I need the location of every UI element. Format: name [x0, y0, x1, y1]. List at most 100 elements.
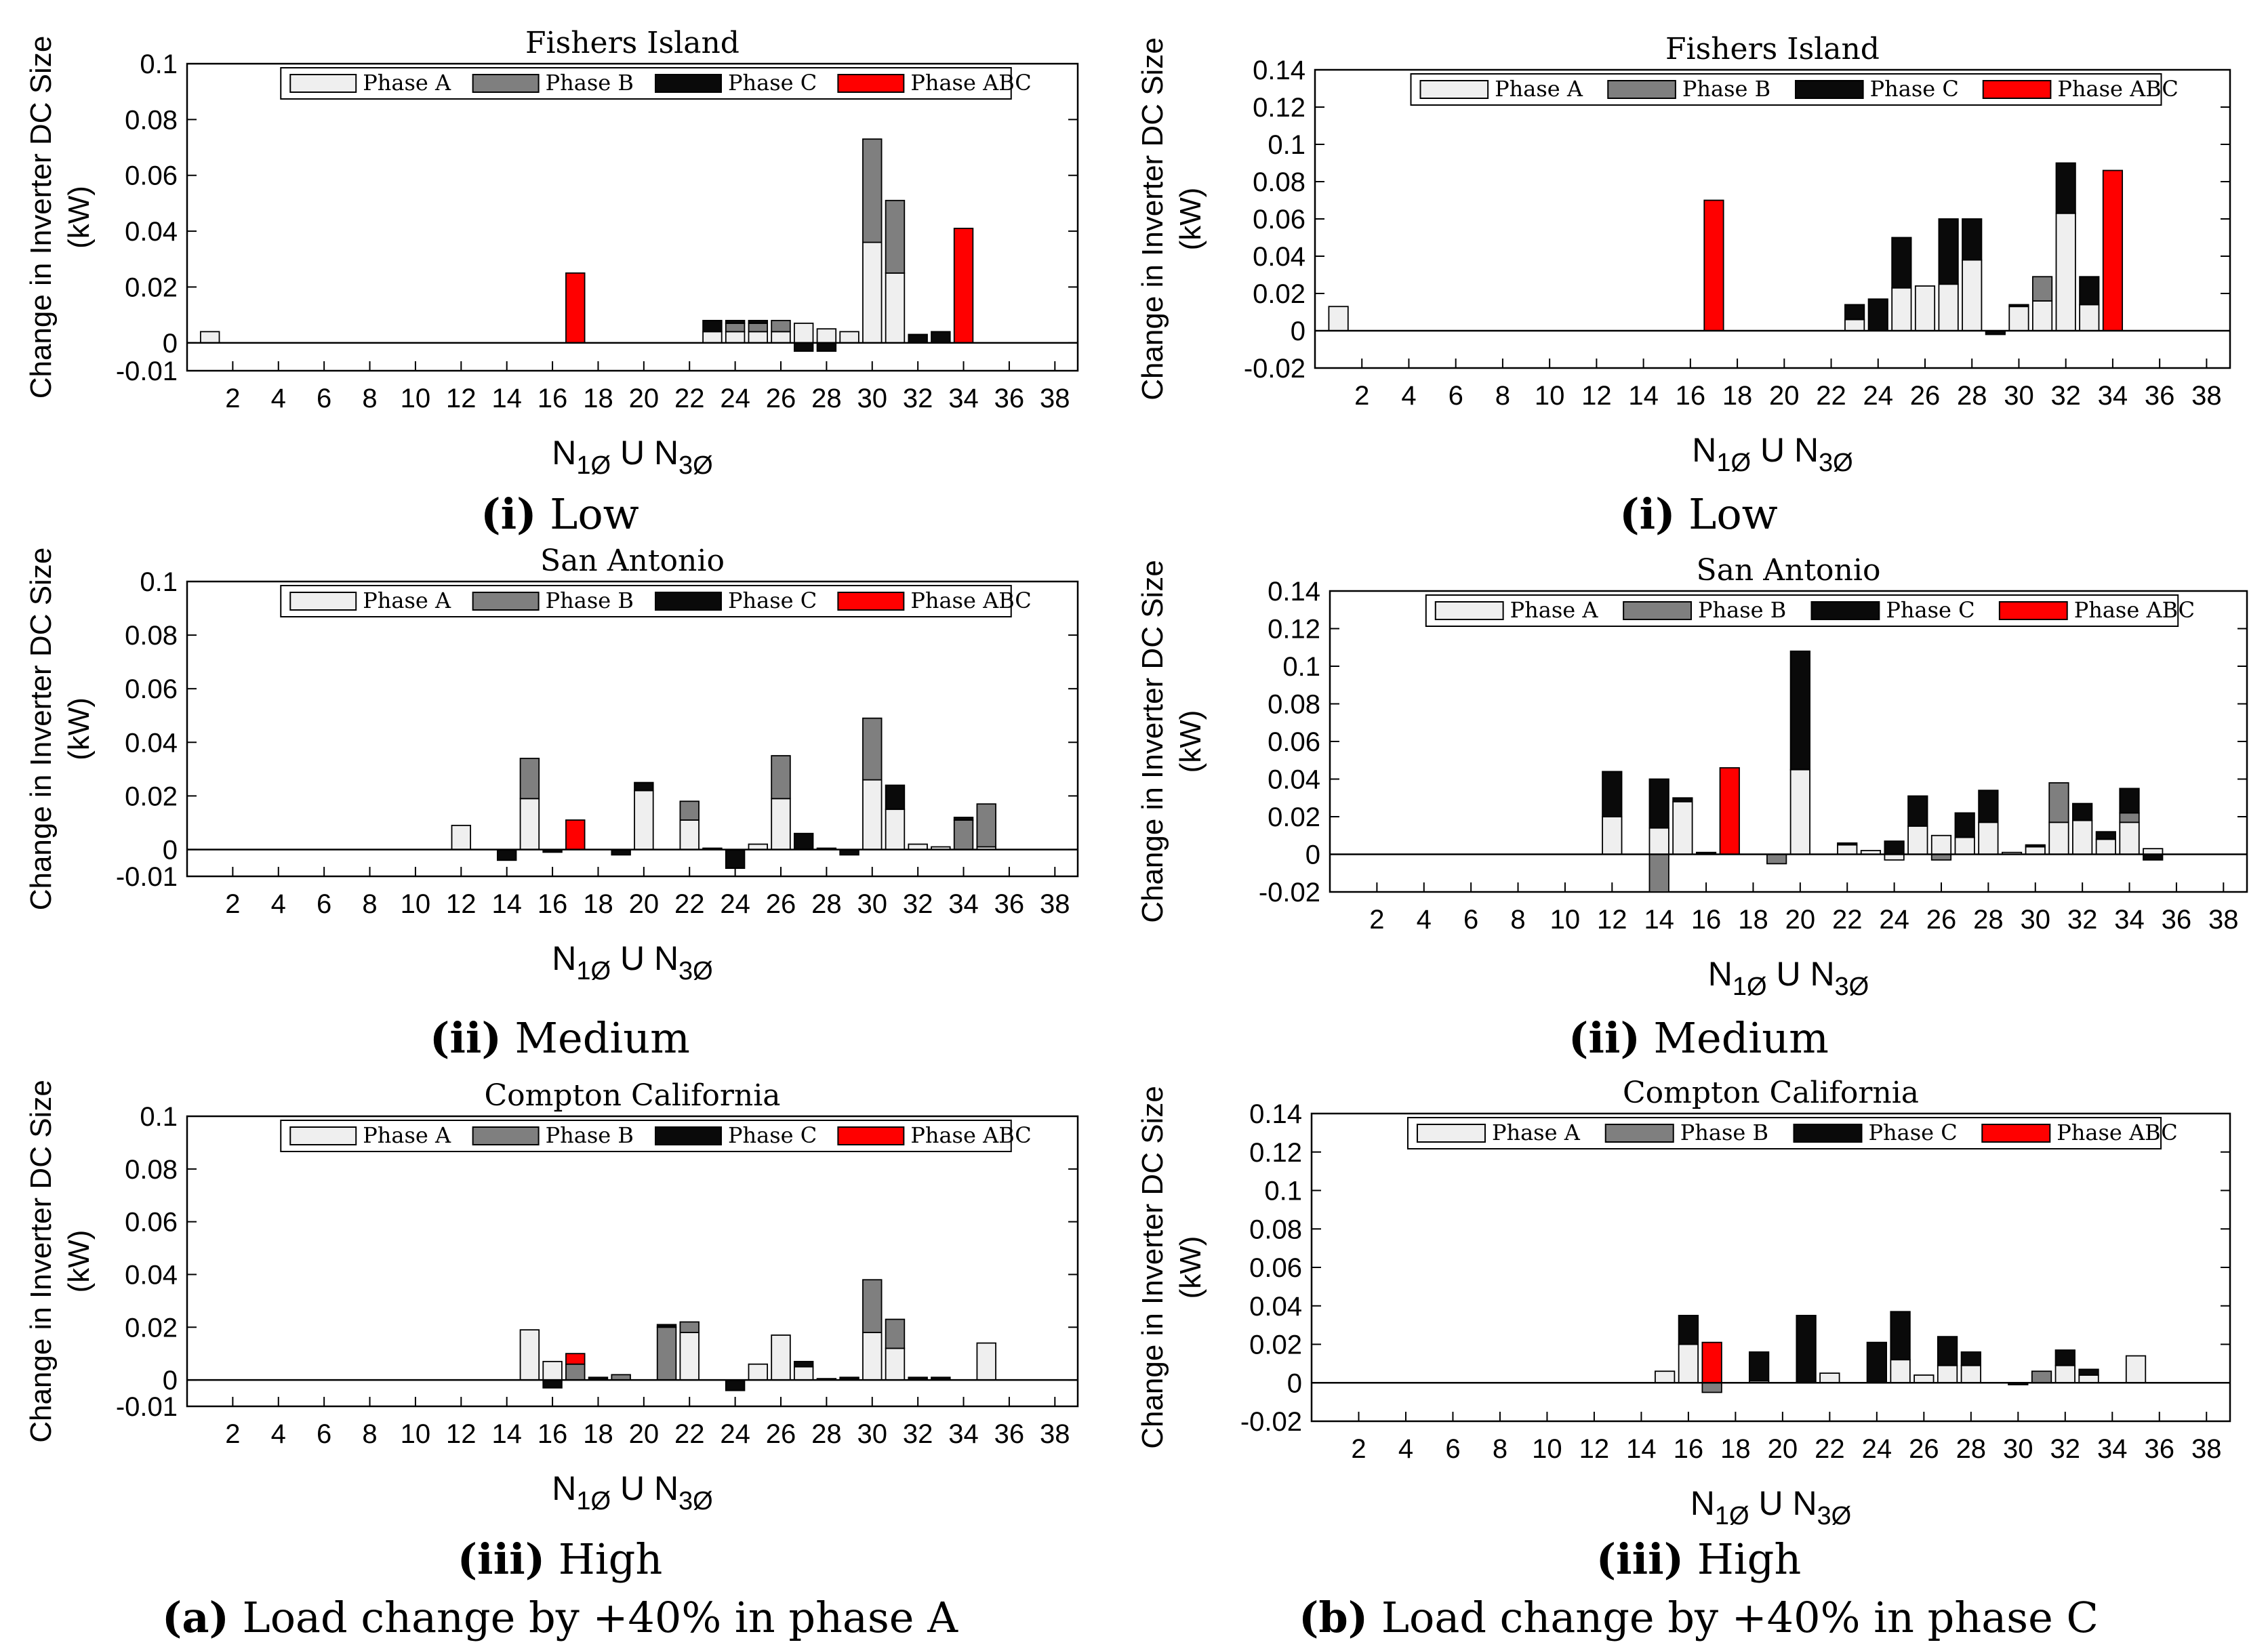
- x-tick-label: 16: [1674, 1434, 1704, 1464]
- bar-n17-phase-abc: [1719, 767, 1740, 855]
- x-tick-label: 18: [1722, 381, 1753, 411]
- x-tick-label: 24: [720, 384, 750, 413]
- x-tick-label: 2: [225, 384, 240, 413]
- y-tick-label: 0.02: [1249, 1330, 1302, 1360]
- bar-n27-phase-c: [1954, 812, 1975, 838]
- bar-n31-phase-b: [2031, 1370, 2052, 1384]
- subcaption-a-high-text: High: [545, 1534, 662, 1584]
- x-tick-label: 28: [811, 384, 842, 413]
- legend-swatch-3: [1998, 601, 2068, 620]
- x-tick-label: 38: [1040, 889, 1070, 919]
- bar-n32-phase-a: [2055, 212, 2076, 331]
- y-tick-label: 0.04: [1249, 1292, 1302, 1322]
- bar-n12-phase-c: [1602, 771, 1623, 817]
- bar-n22-phase-b: [679, 1321, 700, 1333]
- legend-swatch-0: [289, 592, 357, 611]
- bar-n31-phase-a: [2048, 821, 2069, 855]
- x-tick-label: 34: [2114, 905, 2145, 935]
- x-tick-label: 36: [2145, 381, 2175, 411]
- x-tick-label: 32: [2050, 1434, 2081, 1464]
- x-tick-label: 18: [1738, 905, 1768, 935]
- x-tick-label: 36: [2145, 1434, 2175, 1464]
- subcaption-b-medium: (ii) Medium: [1568, 1013, 1829, 1063]
- bar-n20-phase-a: [1789, 769, 1810, 855]
- x-tick-label: 6: [317, 384, 331, 413]
- x-axis-label-part: 3Ø: [1819, 449, 1853, 477]
- subcaption-b-low: (i) Low: [1619, 489, 1778, 539]
- y-tick-label: 0.08: [125, 621, 178, 651]
- bar-n27-phase-c: [793, 832, 814, 851]
- x-tick-label: 4: [1417, 905, 1432, 935]
- subcaption-a-medium-num: (ii): [430, 1013, 502, 1063]
- bar-n34-phase-c: [953, 817, 974, 821]
- bar-n29-phase-a: [839, 331, 859, 344]
- x-tick-label: 8: [1493, 1434, 1507, 1464]
- x-tick-label: 32: [903, 1419, 933, 1449]
- x-tick-label: 20: [629, 384, 660, 413]
- legend-swatch-1: [472, 74, 540, 93]
- x-tick-label: 10: [1535, 381, 1565, 411]
- subcaption-b-low-text: Low: [1675, 489, 1777, 539]
- caption-a-label: (a): [162, 1593, 229, 1642]
- bar-n30-phase-b: [862, 717, 883, 781]
- bar-n28-phase-a: [1978, 821, 1999, 855]
- x-tick-label: 34: [2097, 1434, 2128, 1464]
- x-axis-label-part: N: [1692, 431, 1716, 469]
- bar-n16-phase-a: [1678, 1343, 1699, 1384]
- bar-n25-phase-a: [748, 331, 769, 344]
- x-axis-label-part: 1Ø: [1715, 1502, 1749, 1530]
- bar-n24-phase-b: [725, 323, 746, 333]
- bar-n24-phase-a: [725, 331, 746, 344]
- y-tick-label: 0.08: [125, 1155, 178, 1185]
- y-tick-label: 0: [1305, 840, 1320, 870]
- bar-n31-phase-b: [885, 1318, 906, 1349]
- bar-n26-phase-a: [1914, 285, 1936, 331]
- x-tick-label: 34: [948, 889, 979, 919]
- bar-n34-phase-abc: [2102, 169, 2124, 331]
- y-axis-label-line2: (kW): [62, 186, 96, 249]
- x-tick-label: 6: [317, 1419, 331, 1449]
- x-axis-label-part: 3Ø: [679, 451, 713, 480]
- legend-label-1: Phase B: [1680, 1120, 1768, 1145]
- bar-n31-phase-b: [2031, 276, 2053, 302]
- y-tick-label: 0.04: [125, 1260, 178, 1290]
- bar-n31-phase-a: [885, 1347, 906, 1381]
- legend-swatch-2: [655, 74, 722, 93]
- bar-n24-phase-c: [725, 849, 746, 870]
- y-tick-label: 0: [163, 835, 178, 865]
- y-axis-label-line2: (kW): [1174, 188, 1207, 251]
- bar-n32-phase-a: [2072, 819, 2093, 855]
- y-tick-label: 0: [163, 329, 178, 359]
- y-tick-label: 0: [163, 1366, 178, 1395]
- x-tick-label: 6: [1449, 381, 1463, 411]
- legend-swatch-3: [837, 74, 905, 93]
- bar-n17-phase-abc: [565, 1353, 586, 1365]
- y-axis-label-line1: Change in Inverter DC Size: [24, 36, 58, 399]
- x-tick-label: 26: [1910, 381, 1941, 411]
- y-axis-label-line2: (kW): [1174, 710, 1207, 773]
- legend-swatch-3: [837, 592, 905, 611]
- bar-n30-phase-a: [2025, 846, 2046, 855]
- y-tick-label: 0.1: [1282, 652, 1320, 682]
- y-axis-label: Change in Inverter DC Size (kW): [24, 36, 96, 399]
- legend: Phase A Phase B Phase C Phase ABC: [280, 1120, 1032, 1152]
- legend-label-2: Phase C: [1868, 1120, 1957, 1145]
- y-axis-label-line1: Change in Inverter DC Size: [24, 548, 58, 911]
- bar-n31-phase-a: [2031, 300, 2053, 331]
- x-axis-label-part: N: [552, 1469, 576, 1507]
- x-tick-label: 20: [1769, 381, 1800, 411]
- y-axis-label: Change in Inverter DC Size (kW): [1136, 1086, 1207, 1449]
- bar-n27-phase-a: [1954, 836, 1975, 855]
- x-tick-label: 38: [2191, 381, 2222, 411]
- bar-n30-phase-a: [862, 241, 883, 344]
- y-tick-label: 0: [1291, 317, 1305, 346]
- bar-n31-phase-c: [885, 784, 906, 811]
- bar-n22-phase-c: [1837, 842, 1858, 846]
- bar-n19-phase-c: [1748, 1351, 1770, 1382]
- bar-n27-phase-a: [1938, 283, 1959, 331]
- x-axis-label-part: 1Ø: [576, 957, 611, 985]
- bar-n27-phase-c: [1937, 1336, 1958, 1366]
- x-tick-label: 22: [674, 889, 705, 919]
